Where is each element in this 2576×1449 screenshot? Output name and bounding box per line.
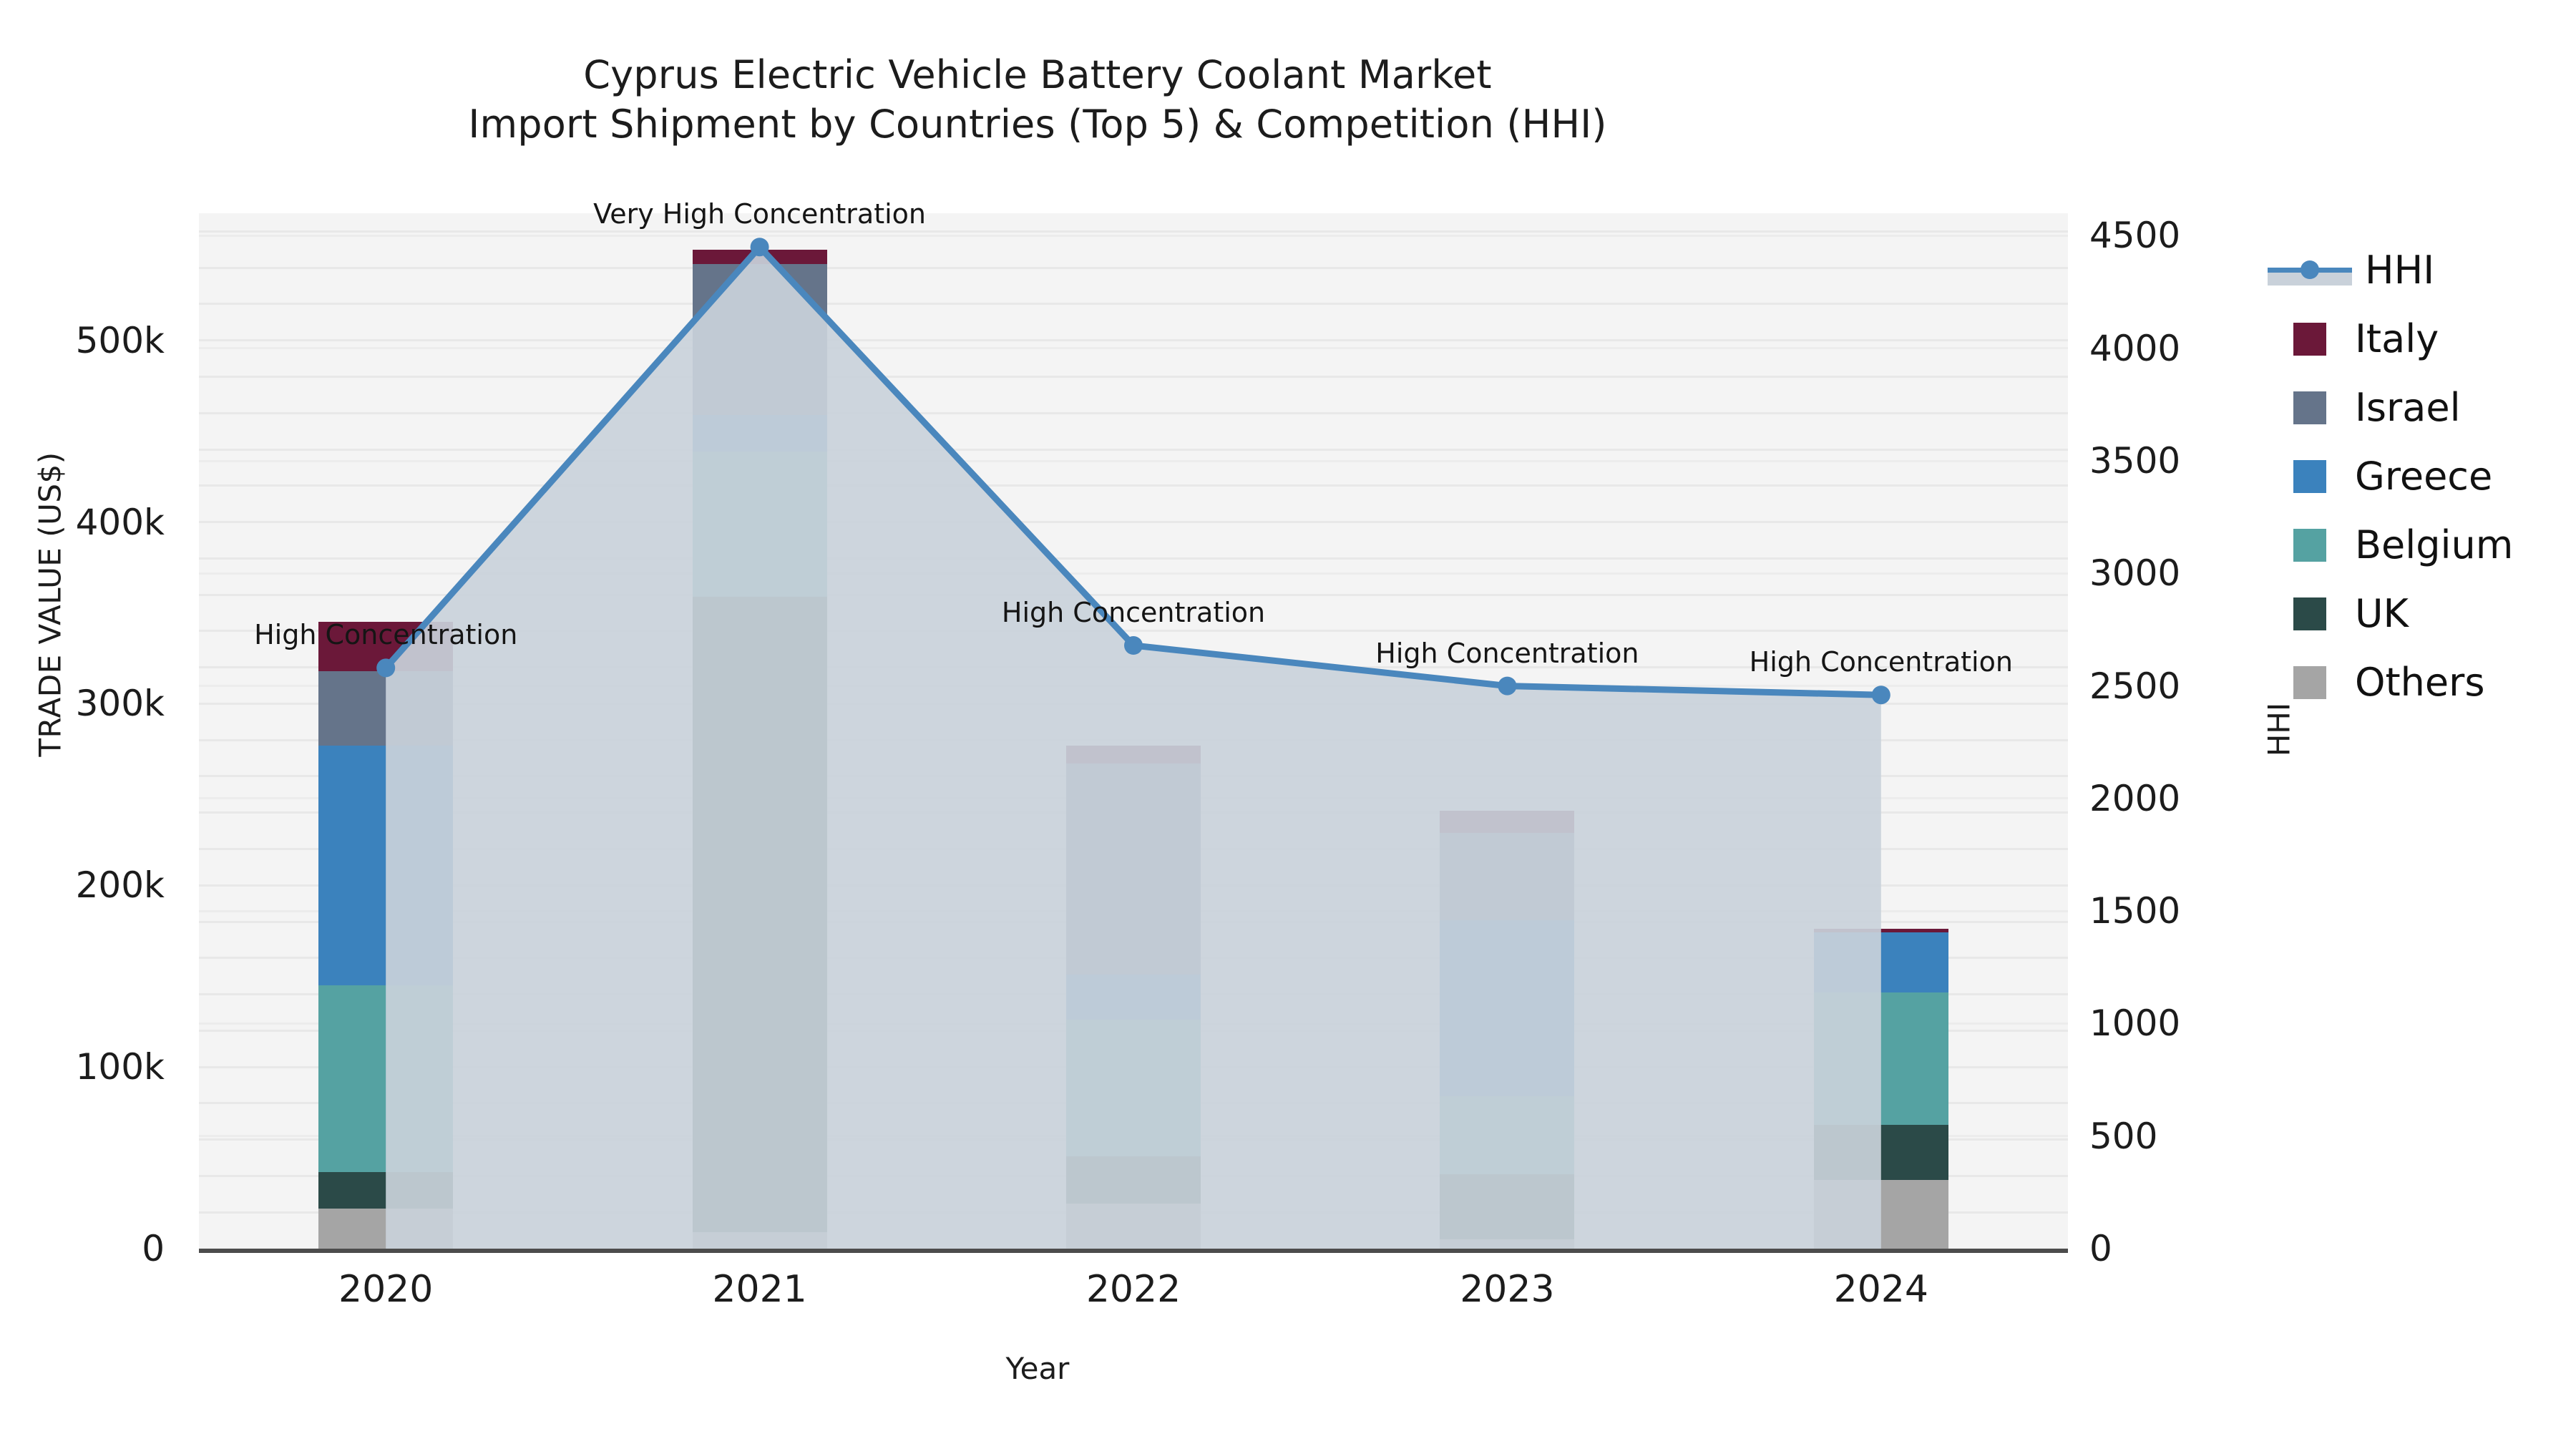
hhi-line-overlay — [376, 238, 1890, 1249]
annotation-2022: High Concentration — [1001, 596, 1266, 628]
legend-item-belgium[interactable]: Belgium — [2293, 511, 2576, 580]
gridline-secondary — [199, 234, 2068, 237]
plot-area — [199, 213, 2068, 1249]
gridline — [199, 303, 2068, 306]
hhi-marker-2020[interactable] — [376, 658, 396, 678]
legend-swatch-belgium — [2293, 529, 2326, 562]
legend-marker-dot-icon — [2301, 260, 2319, 279]
legend-item-hhi[interactable]: HHI — [2268, 236, 2576, 305]
annotation-2023: High Concentration — [1375, 637, 1639, 669]
gridline — [199, 448, 2068, 451]
y-tick-right-1500: 1500 — [2089, 890, 2181, 932]
gridline-secondary — [199, 347, 2068, 350]
x-tick-2023: 2023 — [1460, 1268, 1555, 1311]
annotation-2024: High Concentration — [1749, 646, 2013, 678]
legend-swatch-greece — [2293, 460, 2326, 493]
y-tick-right-3000: 3000 — [2089, 552, 2181, 595]
y-tick-right-4500: 4500 — [2089, 215, 2181, 257]
hhi-markers — [376, 238, 1890, 705]
gridline — [199, 375, 2068, 378]
y-tick-left-300k: 300k — [75, 683, 165, 725]
legend-item-italy[interactable]: Italy — [2293, 305, 2576, 374]
gridline-secondary — [199, 459, 2068, 462]
y-tick-left-500k: 500k — [75, 319, 165, 361]
y-tick-right-500: 500 — [2089, 1115, 2158, 1157]
y-tick-right-1000: 1000 — [2089, 1002, 2181, 1045]
y-tick-right-0: 0 — [2089, 1228, 2112, 1269]
annotation-2021: Very High Concentration — [593, 198, 927, 230]
y-tick-right-2000: 2000 — [2089, 777, 2181, 819]
x-tick-2022: 2022 — [1085, 1268, 1181, 1311]
legend-label-uk: UK — [2355, 591, 2409, 636]
chart-legend: HHI Italy Israel Greece Belgium UK Others — [2268, 236, 2576, 717]
gridline — [199, 230, 2068, 233]
legend-swatch-israel — [2293, 391, 2326, 424]
legend-swatch-others — [2293, 666, 2326, 699]
hhi-marker-2023[interactable] — [1498, 676, 1517, 696]
gridline — [199, 411, 2068, 414]
legend-item-greece[interactable]: Greece — [2293, 442, 2576, 511]
gridline — [199, 484, 2068, 487]
legend-label-others: Others — [2355, 660, 2485, 705]
gridline — [199, 266, 2068, 269]
hhi-marker-2021[interactable] — [750, 238, 769, 257]
legend-label-italy: Italy — [2355, 316, 2439, 361]
legend-item-others[interactable]: Others — [2293, 648, 2576, 717]
legend-label-belgium: Belgium — [2355, 522, 2514, 567]
x-tick-2020: 2020 — [338, 1268, 434, 1311]
plot-inner — [199, 213, 2068, 1249]
y-tick-right-4000: 4000 — [2089, 327, 2181, 369]
y-tick-right-2500: 2500 — [2089, 665, 2181, 707]
y-tick-left-400k: 400k — [75, 501, 165, 543]
chart-title-line-1: Cyprus Electric Vehicle Battery Coolant … — [583, 52, 1492, 97]
y-axis-left-title: TRADE VALUE (US$) — [32, 452, 68, 757]
y-tick-left-200k: 200k — [75, 864, 165, 907]
annotation-2020: High Concentration — [254, 619, 518, 651]
chart-title-line-2: Import Shipment by Countries (Top 5) & C… — [468, 102, 1607, 147]
x-axis-line — [199, 1249, 2068, 1253]
y-tick-left-100k: 100k — [75, 1046, 165, 1088]
gridline — [199, 521, 2068, 524]
legend-label-israel: Israel — [2355, 385, 2461, 430]
legend-line-key-icon — [2263, 254, 2356, 287]
hhi-marker-2024[interactable] — [1871, 686, 1890, 705]
gridline — [199, 593, 2068, 596]
x-tick-2024: 2024 — [1833, 1268, 1928, 1311]
legend-swatch-italy — [2293, 323, 2326, 356]
y-tick-right-3500: 3500 — [2089, 440, 2181, 482]
gridline — [199, 630, 2068, 633]
chart-title: Cyprus Electric Vehicle Battery Coolant … — [0, 50, 2075, 149]
gridline-secondary — [199, 572, 2068, 575]
legend-label-hhi: HHI — [2365, 248, 2435, 293]
legend-swatch-uk — [2293, 597, 2326, 630]
hhi-marker-2022[interactable] — [1124, 636, 1143, 655]
y-axis-right-title: HHI — [2261, 702, 2297, 757]
legend-item-israel[interactable]: Israel — [2293, 374, 2576, 442]
x-axis-title: Year — [1005, 1351, 1070, 1386]
legend-label-greece: Greece — [2355, 454, 2493, 499]
y-tick-left-0: 0 — [142, 1228, 165, 1269]
legend-item-uk[interactable]: UK — [2293, 580, 2576, 648]
x-tick-2021: 2021 — [712, 1268, 807, 1311]
gridline — [199, 557, 2068, 560]
hhi-area-fill — [386, 247, 1881, 1249]
gridline — [199, 339, 2068, 342]
